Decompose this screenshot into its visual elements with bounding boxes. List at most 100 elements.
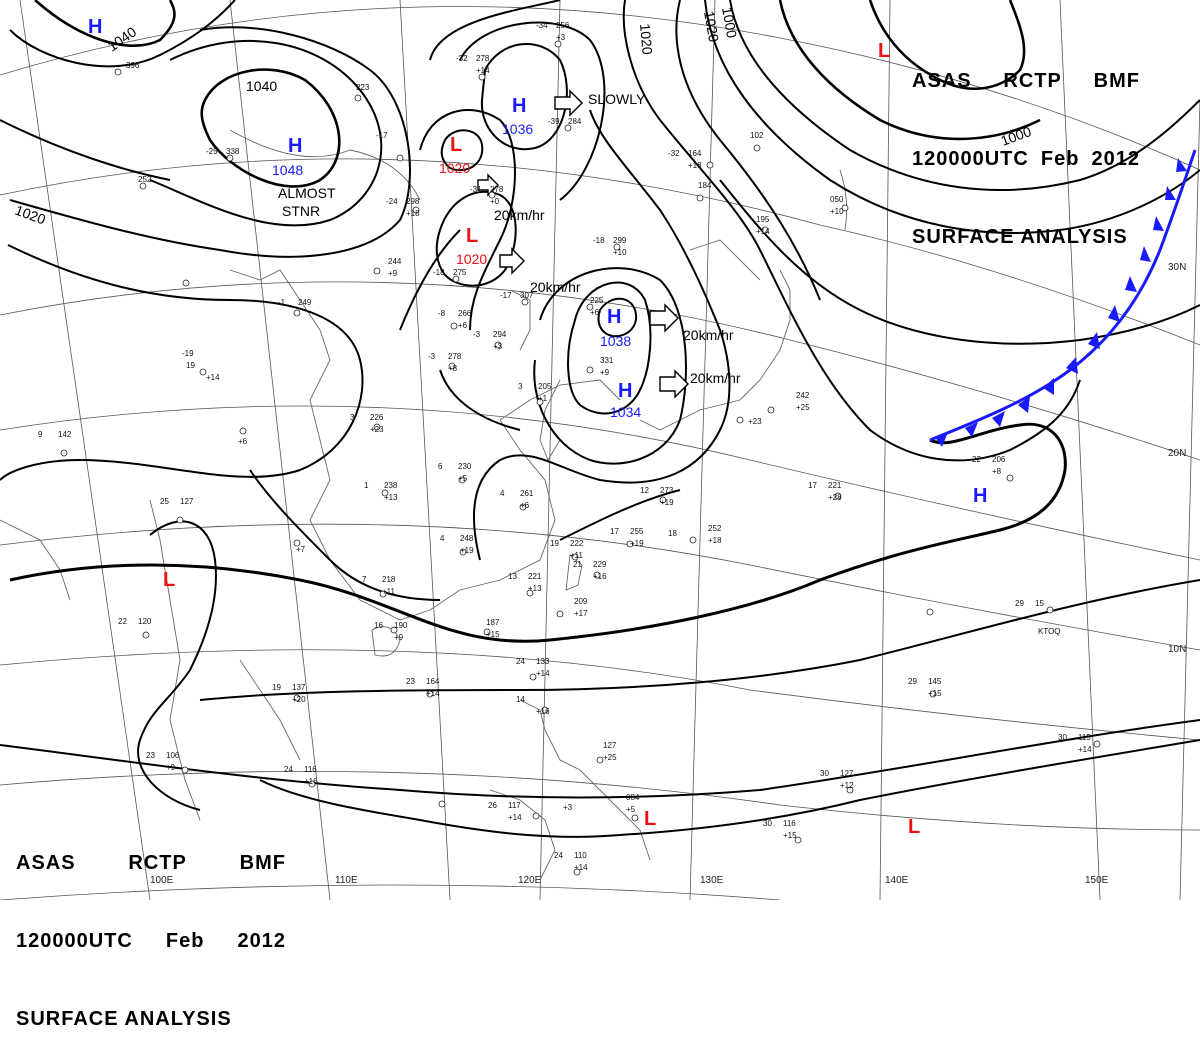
station-plot: -39 284 (548, 117, 582, 126)
station-tendency: +6 (590, 308, 600, 317)
station-tendency: +15 (486, 630, 500, 639)
station-temperature: 19 (550, 539, 559, 548)
station-tendency: +19 (660, 498, 674, 507)
station-pressure: 221 (528, 572, 542, 581)
station-pressure: 275 (453, 268, 467, 277)
station-temperature: 23 (146, 751, 155, 760)
station-pressure: 242 (796, 391, 810, 400)
lon-label: 120E (518, 875, 542, 886)
station-pressure: 278 (490, 185, 504, 194)
station-tendency: +16 (536, 707, 550, 716)
station-tendency: +6 (520, 501, 530, 510)
station-pressure: 127 (180, 497, 194, 506)
station-plot: 102 (750, 131, 764, 140)
header-time: 120000UTC (912, 148, 1029, 170)
station-temperature: 22 (118, 617, 127, 626)
station-plot: 22 206 +8 (972, 455, 1006, 476)
station-tendency: +18 (708, 536, 722, 545)
annotation-label: STNR (282, 203, 320, 219)
header-time: 120000UTC (16, 930, 133, 952)
motion-label: 20km/hr (494, 207, 545, 223)
station-pressure: 195 (756, 215, 770, 224)
station-plot: 209+17 (574, 597, 588, 618)
station-temperature: 16 (374, 621, 383, 630)
station-plot: -24 298 +18 (386, 197, 420, 218)
station-tendency: +1 (538, 394, 548, 403)
station-temperature: -25 (206, 147, 218, 156)
station-pressure: 190 (394, 621, 408, 630)
low-pressure-value: 1020 (456, 251, 487, 267)
isobar-label: 1000 (719, 6, 740, 40)
station-tendency: +19 (460, 546, 474, 555)
station-plot: -3 294 +3 (473, 330, 507, 351)
station-pressure: 256 (556, 21, 570, 30)
station-pressure: 249 (298, 298, 312, 307)
station-tendency: +9 (166, 763, 176, 772)
station-pressure: 115 (1078, 733, 1091, 742)
station-temperature: 4 (440, 534, 445, 543)
station-pressure: 187 (486, 618, 500, 627)
station-pressure: 218 (382, 575, 396, 584)
station-tendency: +12 (840, 781, 854, 790)
station-tendency: +9 (388, 269, 398, 278)
map-header-bottom: ASAS RCTP BMF 120000UTC Feb 2012 SURFACE ANA… (16, 798, 286, 1058)
station-temperature: 13 (508, 572, 517, 581)
station-plot: 24 133 +14 (516, 657, 550, 678)
station-pressure: 15 (1035, 599, 1044, 608)
station-tendency: +5 (626, 805, 636, 814)
station-plot: 7 218 +11 (362, 575, 396, 596)
station-plot: -32 278 +14 (456, 54, 490, 75)
station-pressure: 145 (928, 677, 942, 686)
station-temperature: 19 (272, 683, 281, 692)
station-tendency: +9 (600, 368, 610, 377)
station-plot: 331+9 (600, 356, 614, 377)
high-pressure-value: 1038 (600, 333, 631, 349)
high-center: H (88, 16, 102, 38)
station-plot: 21 229 +16 (573, 560, 607, 581)
station-temperature: 25 (160, 497, 169, 506)
station-temperature: -3 (428, 352, 436, 361)
station-temperature: -34 (536, 21, 548, 30)
station-plot: 19 222 +11 (550, 539, 584, 560)
station-plot: 127+25 (603, 741, 617, 762)
station-plot: +6 (238, 437, 248, 446)
low-center: L (466, 225, 478, 247)
station-pressure: 252 (708, 524, 722, 533)
station-tendency: +18 (688, 161, 702, 170)
station-tendency: +11 (570, 551, 584, 560)
station-tendency: +16 (593, 572, 607, 581)
station-temperature: 23 (406, 677, 415, 686)
high-pressure-value: 1048 (272, 162, 303, 178)
lat-label: 10N (1168, 644, 1186, 655)
station-plot: 6 230 +5 (438, 462, 472, 483)
station-tendency: +14 (1078, 745, 1092, 754)
station-pressure: 396 (126, 61, 140, 70)
station-pressure: 110 (574, 851, 587, 860)
station-id: KTOQ (1038, 627, 1061, 636)
weather-map: 100E 110E 120E 130E 140E 150E 30N 20N 10… (0, 0, 1200, 900)
station-plot: +23 (748, 417, 762, 426)
station-temperature: -1 (278, 298, 286, 307)
station-tendency: +13 (384, 493, 398, 502)
station-plot: 184 (698, 181, 712, 190)
high-center: H (618, 380, 632, 402)
station-temperature: 21 (573, 560, 582, 569)
low-center: L (644, 808, 656, 830)
station-pressure: 206 (992, 455, 1006, 464)
station-temperature: 30 (1058, 733, 1067, 742)
station-pressure: 084 (626, 793, 640, 802)
header-title: SURFACE ANALYSIS (912, 226, 1128, 248)
station-tendency: +10 (830, 207, 844, 216)
station-pressure: 050 (830, 195, 844, 204)
high-center: H (607, 306, 621, 328)
isobar-label: 1020 (13, 202, 48, 228)
station-temperature: 18 (668, 529, 677, 538)
station-plot: 225+6 (590, 296, 604, 317)
lon-label: 110E (335, 875, 358, 886)
station-plot: 16 190 +9 (374, 621, 408, 642)
station-plot: -34 256 +3 (536, 21, 570, 42)
station-pressure: 273 (660, 486, 674, 495)
station-tendency: +25 (603, 753, 617, 762)
station-temperature: 17 (610, 527, 619, 536)
